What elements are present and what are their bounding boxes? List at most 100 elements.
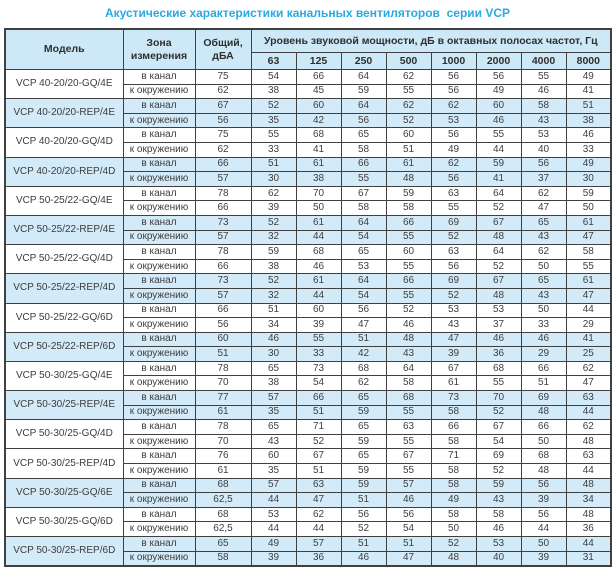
band-value-cell: 42 xyxy=(295,112,342,129)
band-value-cell: 44 xyxy=(475,141,522,158)
model-name-cell: VCP 50-30/25-GQ/6D xyxy=(4,506,124,538)
total-dba-cell: 62 xyxy=(194,141,252,158)
band-value-cell: 70 xyxy=(295,185,342,202)
total-dba-cell: 77 xyxy=(194,390,252,406)
band-value-cell: 40 xyxy=(520,141,567,158)
total-dba-cell: 73 xyxy=(194,214,252,231)
band-value-cell: 52 xyxy=(385,112,432,129)
model-name-cell: VCP 40-20/20-GQ/4D xyxy=(4,127,124,158)
band-value-cell: 46 xyxy=(385,492,432,508)
band-value-cell: 58 xyxy=(430,433,477,450)
band-value-cell: 61 xyxy=(295,156,342,173)
band-value-cell: 70 xyxy=(475,390,522,406)
band-value-cell: 51 xyxy=(250,302,297,319)
band-value-cell: 62 xyxy=(520,244,567,260)
band-value-cell: 43 xyxy=(385,346,432,362)
model-name-cell: VCP 50-25/22-REP/6D xyxy=(4,331,124,362)
band-value-cell: 62 xyxy=(250,185,297,202)
band-value-cell: 55 xyxy=(385,83,432,100)
band-value-cell: 39 xyxy=(520,550,567,567)
model-name-cell: VCP 40-20/20-GQ/4E xyxy=(4,68,124,100)
total-dba-cell: 62 xyxy=(194,83,252,100)
total-dba-cell: 78 xyxy=(194,244,252,260)
band-value-cell: 54 xyxy=(385,521,432,537)
band-value-cell: 33 xyxy=(250,141,297,158)
band-value-cell: 68 xyxy=(295,244,342,260)
band-value-cell: 64 xyxy=(475,244,522,260)
zone-cell: в канал xyxy=(122,69,196,85)
total-dba-cell: 73 xyxy=(194,273,252,289)
band-value-cell: 56 xyxy=(430,83,477,100)
table-row-ambient: к окружению 61 35 51 59 55 58 52 48 44 xyxy=(5,404,612,421)
zone-cell: в канал xyxy=(122,185,196,202)
band-value-cell: 48 xyxy=(385,331,432,348)
total-dba-cell: 61 xyxy=(194,463,252,479)
band-value-cell: 73 xyxy=(430,390,477,406)
zone-cell: в канал xyxy=(122,273,196,289)
zone-cell: в канал xyxy=(122,331,196,348)
band-value-cell: 66 xyxy=(520,360,567,377)
table-row-in-duct: VCP 50-25/22-GQ/4D в канал 78 59 68 65 60 63 64 6… xyxy=(4,244,612,275)
band-value-cell: 59 xyxy=(340,477,387,494)
band-value-cell: 48 xyxy=(430,550,477,567)
band-value-cell: 44 xyxy=(520,521,567,537)
band-value-cell: 50 xyxy=(430,521,477,537)
band-value-cell: 59 xyxy=(250,244,297,260)
band-value-cell: 52 xyxy=(475,463,522,479)
band-value-cell: 36 xyxy=(565,521,612,537)
model-name-cell: VCP 50-25/22-GQ/4E xyxy=(4,185,124,216)
band-value-cell: 56 xyxy=(385,506,432,523)
band-value-cell: 59 xyxy=(475,156,522,173)
band-value-cell: 66 xyxy=(520,419,567,435)
band-value-cell: 67 xyxy=(430,360,477,377)
table-row-ambient: к окружению 57 32 44 54 55 52 48 43 47 xyxy=(5,229,612,246)
band-value-cell: 61 xyxy=(430,375,477,392)
band-value-cell: 58 xyxy=(340,200,387,216)
band-value-cell: 55 xyxy=(385,463,432,479)
band-value-cell: 68 xyxy=(340,360,387,377)
band-value-cell: 51 xyxy=(520,375,567,392)
table-header: Модель Зона измерения Общий, дБА Уровень… xyxy=(4,28,612,70)
band-value-cell: 35 xyxy=(250,463,297,479)
band-value-cell: 62 xyxy=(520,185,567,202)
zone-cell: в канал xyxy=(122,214,196,231)
band-value-cell: 55 xyxy=(385,433,432,450)
band-value-cell: 49 xyxy=(475,83,522,100)
band-value-cell: 60 xyxy=(295,98,342,114)
band-value-cell: 63 xyxy=(295,477,342,494)
band-value-cell: 49 xyxy=(430,141,477,158)
band-value-cell: 47 xyxy=(565,229,612,246)
band-value-cell: 44 xyxy=(295,521,342,537)
band-value-cell: 67 xyxy=(475,419,522,435)
band-value-cell: 56 xyxy=(430,258,477,275)
band-value-cell: 39 xyxy=(430,346,477,362)
zone-cell: к окружению xyxy=(122,550,196,567)
band-value-cell: 52 xyxy=(250,214,297,231)
zone-cell: к окружению xyxy=(122,317,196,333)
band-value-cell: 65 xyxy=(340,244,387,260)
zone-cell: к окружению xyxy=(122,463,196,479)
header-frequency: 8000 xyxy=(565,52,612,70)
band-value-cell: 46 xyxy=(295,258,342,275)
band-value-cell: 51 xyxy=(250,156,297,173)
band-value-cell: 65 xyxy=(520,273,567,289)
band-value-cell: 55 xyxy=(520,69,567,85)
table-row-in-duct: VCP 40-20/20-GQ/4E в канал 75 54 66 64 62 56 56 5… xyxy=(4,68,612,100)
band-value-cell: 47 xyxy=(340,317,387,333)
band-value-cell: 64 xyxy=(385,360,432,377)
band-value-cell: 35 xyxy=(250,112,297,129)
band-value-cell: 30 xyxy=(250,346,297,362)
total-dba-cell: 61 xyxy=(194,404,252,421)
band-value-cell: 33 xyxy=(520,317,567,333)
table-row-ambient: к окружению 58 39 36 46 47 48 40 39 31 xyxy=(5,550,612,567)
band-value-cell: 65 xyxy=(250,419,297,435)
band-value-cell: 58 xyxy=(565,244,612,260)
band-value-cell: 52 xyxy=(250,98,297,114)
band-value-cell: 48 xyxy=(520,404,567,421)
zone-cell: к окружению xyxy=(122,375,196,392)
zone-cell: к окружению xyxy=(122,287,196,304)
band-value-cell: 65 xyxy=(340,390,387,406)
zone-cell: к окружению xyxy=(122,404,196,421)
total-dba-cell: 66 xyxy=(194,302,252,319)
band-value-cell: 59 xyxy=(385,185,432,202)
